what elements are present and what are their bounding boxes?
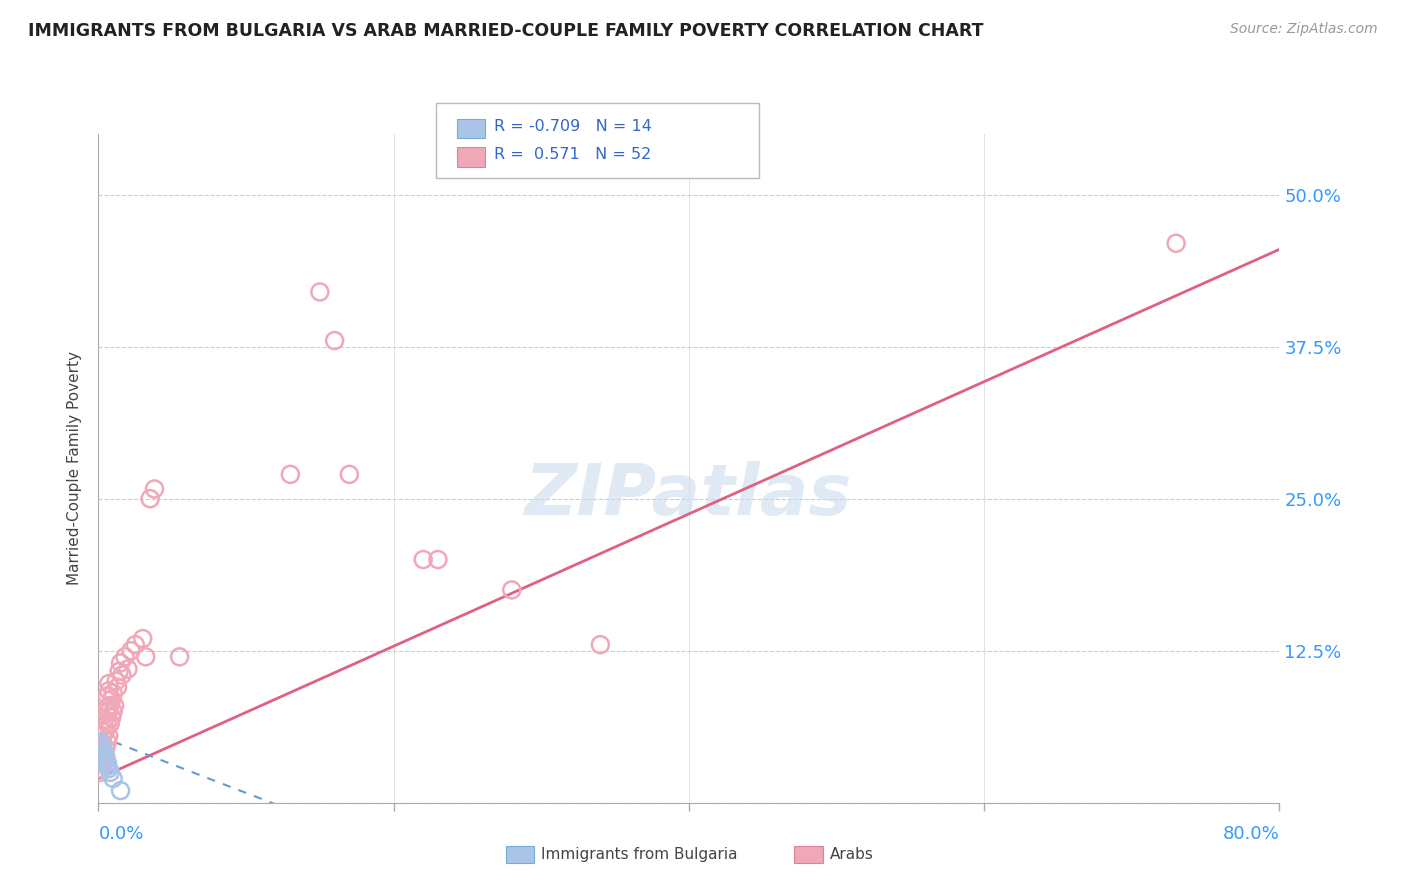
Point	[111, 668, 134, 682]
Point	[339, 467, 360, 482]
Point	[103, 705, 125, 719]
Text: R =  0.571   N = 52: R = 0.571 N = 52	[494, 147, 651, 162]
Text: R = -0.709   N = 14: R = -0.709 N = 14	[494, 119, 651, 134]
Point	[427, 552, 450, 566]
Point	[108, 665, 131, 679]
Point	[93, 725, 115, 739]
Text: 80.0%: 80.0%	[1223, 825, 1279, 843]
Point	[91, 756, 114, 771]
Point	[89, 753, 111, 767]
Point	[278, 467, 302, 482]
Point	[105, 674, 128, 689]
Point	[91, 745, 114, 759]
Point	[96, 716, 118, 731]
Point	[97, 762, 120, 776]
Point	[98, 765, 121, 780]
Point	[91, 729, 114, 743]
Point	[96, 756, 118, 770]
Point	[124, 638, 146, 652]
Point	[93, 749, 115, 764]
Point	[323, 334, 346, 348]
Point	[90, 762, 112, 776]
Point	[132, 632, 155, 646]
Point	[103, 686, 125, 700]
Point	[94, 741, 117, 756]
Point	[110, 656, 132, 670]
Point	[97, 705, 120, 719]
Point	[97, 729, 120, 743]
Point	[169, 649, 191, 664]
Point	[93, 747, 115, 761]
Text: Source: ZipAtlas.com: Source: ZipAtlas.com	[1230, 22, 1378, 37]
Point	[96, 689, 118, 703]
Point	[90, 738, 112, 752]
Point	[91, 741, 114, 756]
Point	[589, 638, 612, 652]
Point	[107, 680, 129, 694]
Point	[89, 735, 111, 749]
Point	[90, 749, 112, 764]
Point	[100, 692, 122, 706]
Point	[100, 711, 122, 725]
Point	[139, 491, 162, 506]
Point	[96, 759, 118, 773]
Point	[110, 783, 132, 797]
Point	[412, 552, 434, 566]
Point	[93, 713, 115, 727]
Point	[117, 662, 139, 676]
Point	[98, 698, 121, 713]
Text: Arabs: Arabs	[830, 847, 873, 862]
Point	[96, 701, 118, 715]
Point	[120, 644, 142, 658]
Text: Immigrants from Bulgaria: Immigrants from Bulgaria	[541, 847, 738, 862]
Text: IMMIGRANTS FROM BULGARIA VS ARAB MARRIED-COUPLE FAMILY POVERTY CORRELATION CHART: IMMIGRANTS FROM BULGARIA VS ARAB MARRIED…	[28, 22, 984, 40]
Point	[114, 649, 136, 664]
Point	[1164, 236, 1187, 251]
Point	[93, 749, 115, 764]
Point	[94, 749, 117, 764]
Point	[97, 684, 120, 698]
Point	[501, 582, 523, 597]
Point	[90, 735, 112, 749]
Point	[94, 705, 117, 719]
Point	[104, 698, 127, 713]
Y-axis label: Married-Couple Family Poverty: Married-Couple Family Poverty	[67, 351, 83, 585]
Point	[309, 285, 332, 299]
Point	[143, 482, 166, 496]
Point	[98, 716, 121, 731]
Point	[89, 765, 111, 780]
Point	[97, 676, 120, 690]
Point	[94, 723, 117, 737]
Point	[94, 753, 117, 767]
Text: 0.0%: 0.0%	[98, 825, 143, 843]
Point	[135, 649, 157, 664]
Text: ZIPatlas: ZIPatlas	[526, 460, 852, 530]
Point	[91, 745, 114, 759]
Point	[96, 735, 118, 749]
Point	[103, 772, 125, 786]
